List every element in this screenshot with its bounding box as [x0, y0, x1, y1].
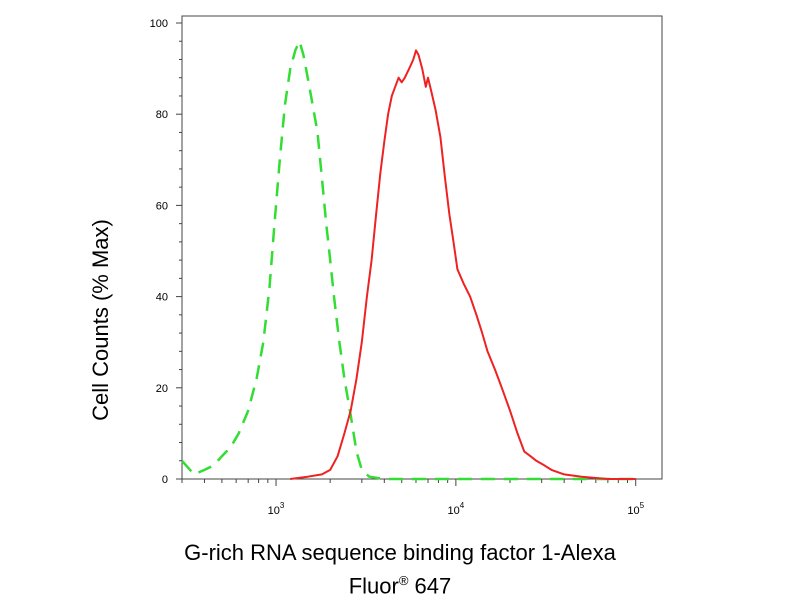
y-tick-label: 20 [156, 383, 168, 395]
x-axis-label-647: 647 [408, 573, 452, 599]
x-tick-base: 10 [627, 505, 639, 517]
x-tick-exponent: 5 [640, 501, 645, 510]
x-tick-label: 105 [627, 501, 644, 517]
y-tick-label: 80 [156, 109, 168, 121]
x-axis-label-fluor: Fluor [348, 573, 399, 599]
plot-frame [181, 15, 663, 480]
y-tick-label: 0 [162, 474, 168, 486]
control-histogram-line [181, 39, 636, 481]
x-tick-base: 10 [268, 505, 280, 517]
x-tick-label: 104 [448, 501, 465, 517]
histogram-series [181, 39, 636, 481]
y-tick-label: 40 [156, 292, 168, 304]
x-tick-exponent: 3 [280, 501, 285, 510]
y-axis-label: Cell Counts (% Max) [88, 219, 113, 421]
x-axis-label-line1: G-rich RNA sequence binding factor 1-Ale… [184, 540, 616, 565]
x-tick-base: 10 [448, 505, 460, 517]
x-tick-exponent: 4 [460, 501, 465, 510]
y-tick-label: 100 [150, 18, 168, 30]
y-axis-ticks: 0 20 40 60 80 100 [150, 18, 182, 486]
x-tick-label: 103 [268, 501, 285, 517]
sample-histogram-line [290, 49, 636, 480]
y-tick-label: 60 [156, 200, 168, 212]
x-axis-label-line2: Fluor® 647 [0, 568, 800, 599]
x-axis-ticks: 103 104 105 [181, 479, 645, 517]
registered-mark: ® [398, 573, 409, 588]
